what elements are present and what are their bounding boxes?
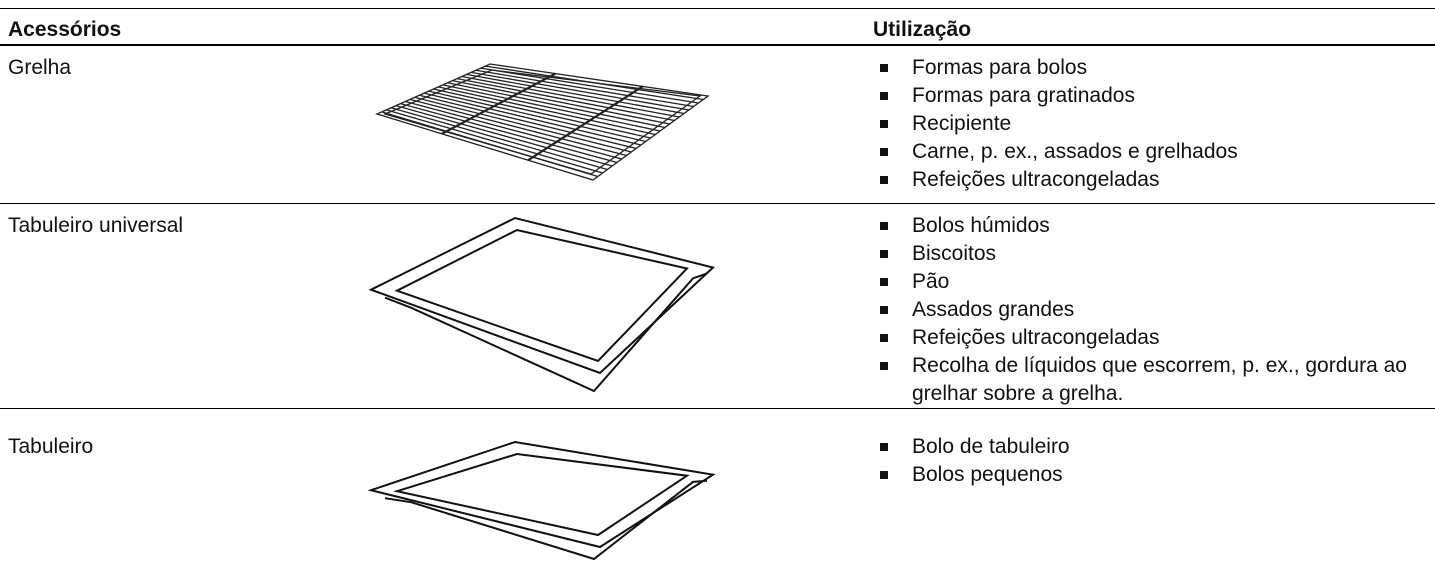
use-item: Biscoitos [872, 240, 1432, 268]
accessory-name: Tabuleiro [8, 435, 94, 458]
drawing-stroke [423, 92, 642, 146]
rule [0, 408, 1435, 409]
drawing-stroke [447, 82, 666, 129]
bullet [880, 278, 888, 286]
use-text: Bolos húmidos [912, 214, 1050, 237]
rule [0, 44, 1435, 46]
use-item: Recipiente [872, 110, 1432, 138]
rule [0, 203, 1435, 204]
drawing-stroke [441, 72, 556, 135]
drawing-stroke [466, 73, 685, 115]
use-item: Recolha de líquidos que escorrem, p. ex.… [872, 352, 1432, 408]
rule [0, 8, 1435, 9]
bullet [880, 148, 888, 156]
grill-image [375, 63, 710, 181]
bullet [880, 92, 888, 100]
use-text: Assados grandes [912, 298, 1075, 321]
use-text: Bolos pequenos [912, 463, 1063, 486]
use-item: Assados grandes [872, 296, 1432, 324]
drawing-stroke [386, 109, 603, 174]
use-text: Formas para gratinados [912, 84, 1135, 107]
use-text: Bolo de tabuleiro [912, 435, 1070, 458]
use-text: Refeições ultracongeladas [912, 168, 1160, 191]
drawing-stroke [428, 90, 646, 143]
use-text: Carne, p. ex., assados e grelhados [912, 140, 1238, 163]
drawing-stroke [395, 105, 613, 167]
bullet [880, 64, 888, 72]
drawing-stroke [471, 71, 689, 111]
bullet [880, 306, 888, 314]
drawing-stroke [405, 100, 622, 160]
use-item: Bolos húmidos [872, 212, 1432, 240]
drawing-stroke [400, 102, 618, 164]
drawing-stroke [390, 107, 608, 171]
use-text: Recipiente [912, 112, 1012, 135]
drawing-stroke [456, 77, 675, 122]
use-item: Carne, p. ex., assados e grelhados [872, 138, 1432, 166]
bullet [880, 443, 888, 451]
use-item: Bolos pequenos [872, 461, 1432, 489]
bullet [880, 250, 888, 258]
bullet [880, 471, 888, 479]
drawing-stroke [452, 80, 670, 125]
use-text: Pão [912, 270, 950, 293]
drawing-stroke [475, 69, 694, 108]
bullet [880, 362, 888, 370]
bullet [880, 120, 888, 128]
use-item: Formas para gratinados [872, 82, 1432, 110]
accessory-name: Grelha [8, 56, 72, 79]
header-cell: Acessórios [8, 18, 122, 41]
use-text: Biscoitos [912, 242, 997, 265]
use-item: Refeições ultracongeladas [872, 166, 1432, 194]
universal-tray-image [368, 216, 716, 393]
drawing-stroke [381, 111, 598, 178]
drawing-stroke [485, 65, 704, 101]
drawing-stroke [414, 96, 632, 153]
use-item: Pão [872, 268, 1432, 296]
drawing-stroke [527, 85, 644, 162]
header-cell: Utilização [873, 18, 972, 41]
use-item: Formas para bolos [872, 54, 1432, 82]
drawing-stroke [433, 88, 651, 139]
drawing-stroke [480, 67, 699, 104]
use-text: Formas para bolos [912, 56, 1088, 79]
bullet [880, 176, 888, 184]
drawing-stroke [393, 452, 690, 537]
use-item: Refeições ultracongeladas [872, 324, 1432, 352]
use-list: Bolo de tabuleiro Bolos pequenos [872, 433, 1432, 489]
use-text: Refeições ultracongeladas [912, 326, 1160, 349]
drawing-stroke [409, 98, 627, 157]
drawing-stroke [384, 479, 708, 561]
tray-image [367, 440, 716, 561]
bullet [880, 334, 888, 342]
drawing-stroke [394, 228, 689, 363]
drawing-stroke [442, 84, 661, 132]
accessory-name: Tabuleiro universal [8, 214, 184, 237]
use-list: Bolos húmidos Biscoitos Pão Assados grandes… [872, 212, 1432, 408]
drawing-stroke [461, 75, 680, 118]
bullet [880, 222, 888, 230]
drawing-stroke [367, 440, 716, 549]
use-item: Bolo de tabuleiro [872, 433, 1432, 461]
use-list: Formas para bolos Formas para gratinados R… [872, 54, 1432, 194]
use-text: Recolha de líquidos que escorrem, p. ex.… [912, 354, 1407, 405]
drawing-stroke [368, 216, 716, 375]
drawing-stroke [419, 94, 637, 150]
drawing-stroke [438, 86, 656, 136]
drawing-stroke [384, 272, 708, 393]
